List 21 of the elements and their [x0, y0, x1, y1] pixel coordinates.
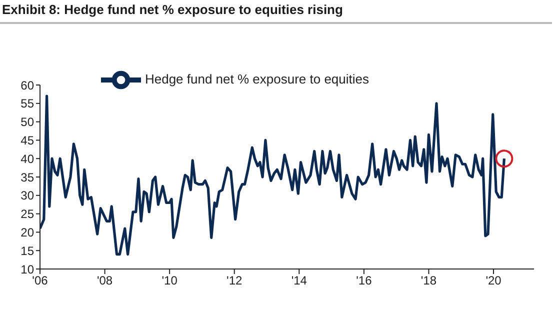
x-tick-label: '12: [226, 274, 243, 288]
y-tick-label: 35: [20, 170, 34, 184]
x-tick-label: '14: [291, 274, 308, 288]
legend-label: Hedge fund net % exposure to equities: [144, 71, 370, 86]
x-tick-label: '06: [32, 274, 48, 288]
y-tick-label: 45: [20, 133, 34, 148]
x-tick-label: '20: [486, 274, 502, 288]
y-tick-label: 50: [20, 115, 34, 130]
y-tick-label: 55: [20, 96, 34, 111]
y-tick-label: 10: [20, 262, 34, 276]
y-tick-label: 60: [20, 78, 34, 92]
y-tick-label: 15: [20, 244, 34, 258]
y-tick-label: 30: [20, 188, 34, 203]
x-tick-label: '16: [356, 274, 372, 288]
x-tick-label: '18: [420, 274, 437, 288]
chart-title: Exhibit 8: Hedge fund net % exposure to equities rising: [2, 2, 343, 17]
x-tick-label: '08: [96, 274, 113, 288]
y-tick-label: 40: [20, 152, 34, 166]
y-tick-label: 20: [20, 225, 34, 240]
y-tick-label: 25: [20, 207, 34, 222]
x-tick-label: '10: [162, 274, 178, 288]
